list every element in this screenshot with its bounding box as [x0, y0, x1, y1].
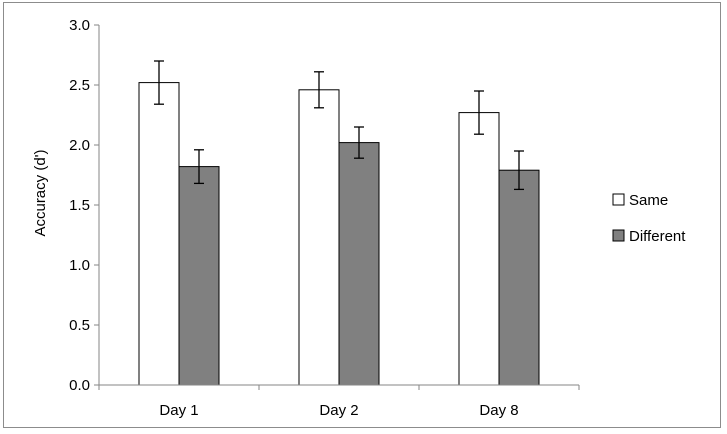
y-tick-label: 0.5 — [69, 317, 90, 334]
x-tick-label: Day 2 — [319, 402, 358, 419]
legend-label-same: Same — [629, 192, 668, 209]
y-tick-label: 0.0 — [69, 377, 90, 394]
y-tick-label: 1.5 — [69, 197, 90, 214]
bars — [138, 60, 540, 386]
legend: Same Different — [612, 192, 686, 245]
y-tick-label: 2.0 — [69, 137, 90, 154]
y-tick-label: 2.5 — [69, 77, 90, 94]
legend-swatch-different — [612, 229, 625, 242]
y-tick-label: 3.0 — [69, 17, 90, 34]
legend-swatch-same — [612, 193, 625, 206]
y-axis-label: Accuracy (d') — [32, 149, 49, 236]
legend-label-different: Different — [629, 228, 686, 245]
bar-chart: 0.0 0.5 1.0 1.5 2.0 2.5 3.0 Day 1 Day 2 Day 8 Sa… — [32, 17, 686, 419]
chart-frame: 0.0 0.5 1.0 1.5 2.0 2.5 3.0 Day 1 Day 2 Day 8 Sa… — [3, 2, 721, 428]
bar-different — [178, 166, 220, 386]
bar-different — [498, 169, 540, 386]
y-axis: 0.0 0.5 1.0 1.5 2.0 2.5 3.0 — [69, 17, 100, 394]
bar-same — [138, 82, 180, 386]
bar-same — [298, 89, 340, 386]
x-tick-label: Day 8 — [479, 402, 518, 419]
bar-same — [458, 112, 500, 386]
y-tick-label: 1.0 — [69, 257, 90, 274]
x-axis: Day 1 Day 2 Day 8 — [98, 384, 580, 419]
bar-different — [338, 142, 380, 386]
x-tick-label: Day 1 — [159, 402, 198, 419]
